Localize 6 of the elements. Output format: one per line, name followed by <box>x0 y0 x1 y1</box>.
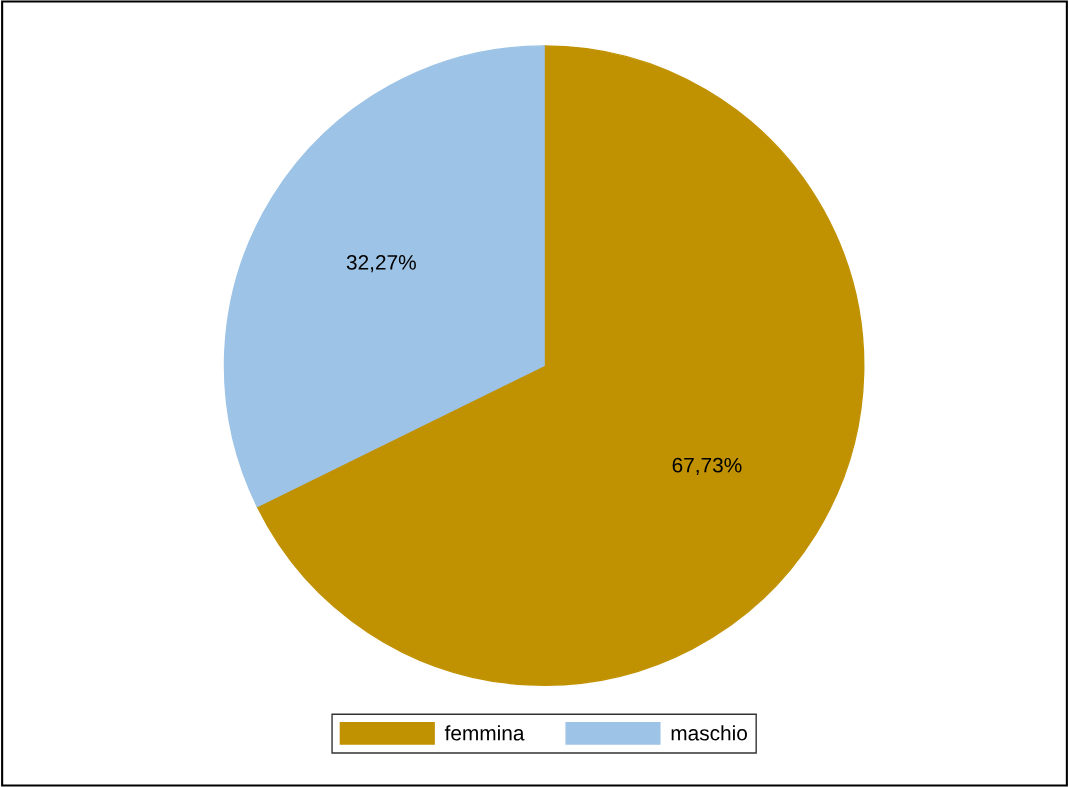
pie-slice <box>256 45 865 686</box>
legend-label: maschio <box>671 725 747 741</box>
data-label: 32,27% <box>346 255 416 273</box>
data-label: 67,73% <box>672 457 742 475</box>
pie-slice <box>223 45 545 508</box>
legend-label: femmina <box>444 725 525 741</box>
